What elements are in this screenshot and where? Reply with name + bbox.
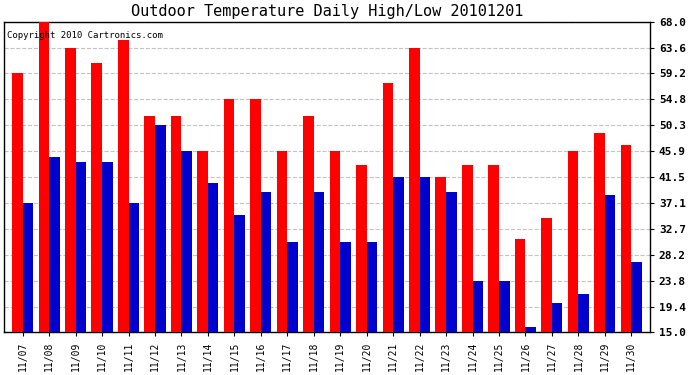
Bar [144,116,155,375]
Bar [382,83,393,375]
Title: Outdoor Temperature Daily High/Low 20101201: Outdoor Temperature Daily High/Low 20101… [131,4,523,19]
Bar [393,177,404,375]
Bar [277,151,287,375]
Bar [340,242,351,375]
Bar [568,151,578,375]
Bar [235,215,245,375]
Bar [446,192,457,375]
Bar [250,99,261,375]
Bar [128,203,139,375]
Bar [330,151,340,375]
Text: Copyright 2010 Cartronics.com: Copyright 2010 Cartronics.com [8,31,164,40]
Bar [552,303,562,375]
Bar [171,116,181,375]
Bar [224,99,235,375]
Bar [356,165,366,375]
Bar [420,177,430,375]
Bar [542,218,552,375]
Bar [409,48,420,375]
Bar [208,183,219,375]
Bar [473,281,483,375]
Bar [181,151,192,375]
Bar [515,238,526,375]
Bar [631,262,642,375]
Bar [197,151,208,375]
Bar [76,162,86,375]
Bar [526,327,536,375]
Bar [435,177,446,375]
Bar [261,192,271,375]
Bar [155,126,166,375]
Bar [92,63,102,375]
Bar [65,48,76,375]
Bar [314,192,324,375]
Bar [605,195,615,375]
Bar [287,242,298,375]
Bar [303,116,314,375]
Bar [49,156,60,375]
Bar [366,242,377,375]
Bar [118,40,128,375]
Bar [594,133,605,375]
Bar [39,22,49,375]
Bar [12,73,23,375]
Bar [462,165,473,375]
Bar [23,203,33,375]
Bar [621,145,631,375]
Bar [499,281,509,375]
Bar [102,162,112,375]
Bar [489,165,499,375]
Bar [578,294,589,375]
